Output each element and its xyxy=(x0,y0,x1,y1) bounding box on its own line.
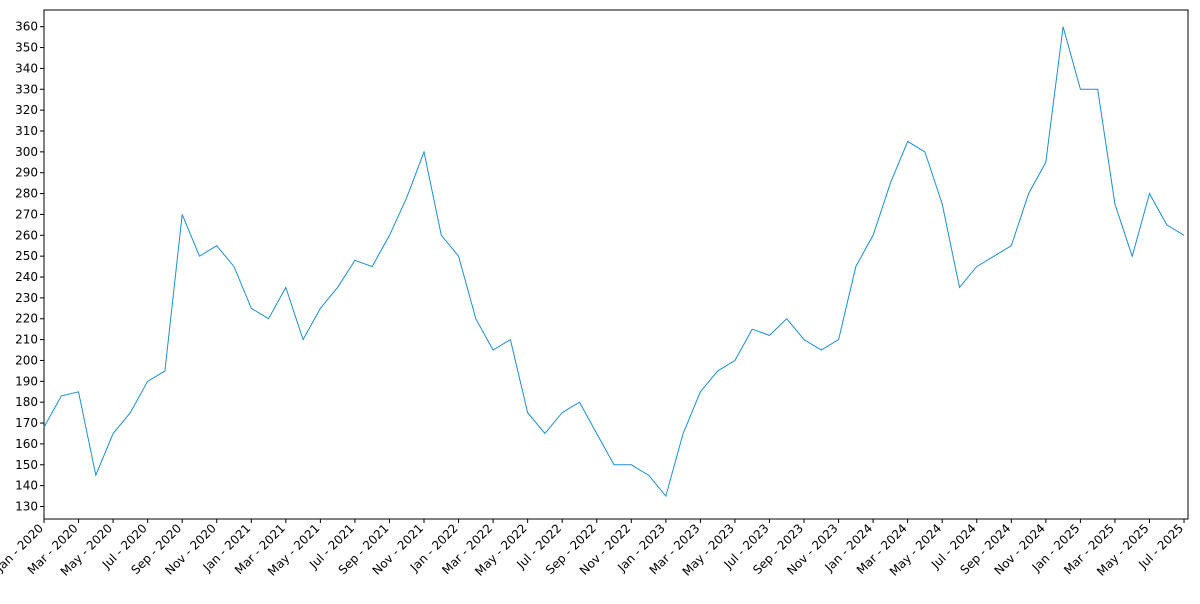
line-series xyxy=(43,26,1185,498)
y-tick-label: 200 xyxy=(15,353,38,367)
y-tick-label: 180 xyxy=(15,395,38,409)
y-tick-label: 210 xyxy=(15,333,38,347)
y-tick-label: 270 xyxy=(15,207,38,221)
y-tick-label: 240 xyxy=(15,270,38,284)
y-tick-label: 360 xyxy=(15,20,38,34)
y-tick-label: 260 xyxy=(15,228,38,242)
y-tick-label: 310 xyxy=(15,124,38,138)
y-tick-label: 320 xyxy=(15,103,38,117)
y-tick-label: 330 xyxy=(15,82,38,96)
y-tick-label: 350 xyxy=(15,41,38,55)
y-tick-label: 220 xyxy=(15,312,38,326)
plot-frame xyxy=(43,9,1189,520)
y-tick-label: 190 xyxy=(15,374,38,388)
y-tick-label: 290 xyxy=(15,166,38,180)
y-tick-label: 230 xyxy=(15,291,38,305)
y-tick-label: 140 xyxy=(15,479,38,493)
y-tick-label: 250 xyxy=(15,249,38,263)
y-tick-label: 160 xyxy=(15,437,38,451)
y-tick-label: 130 xyxy=(15,499,38,513)
y-tick-label: 170 xyxy=(15,416,38,430)
y-tick-label: 280 xyxy=(15,187,38,201)
y-tick-label: 150 xyxy=(15,458,38,472)
y-tick-label: 300 xyxy=(15,145,38,159)
y-tick-label: 340 xyxy=(15,61,38,75)
